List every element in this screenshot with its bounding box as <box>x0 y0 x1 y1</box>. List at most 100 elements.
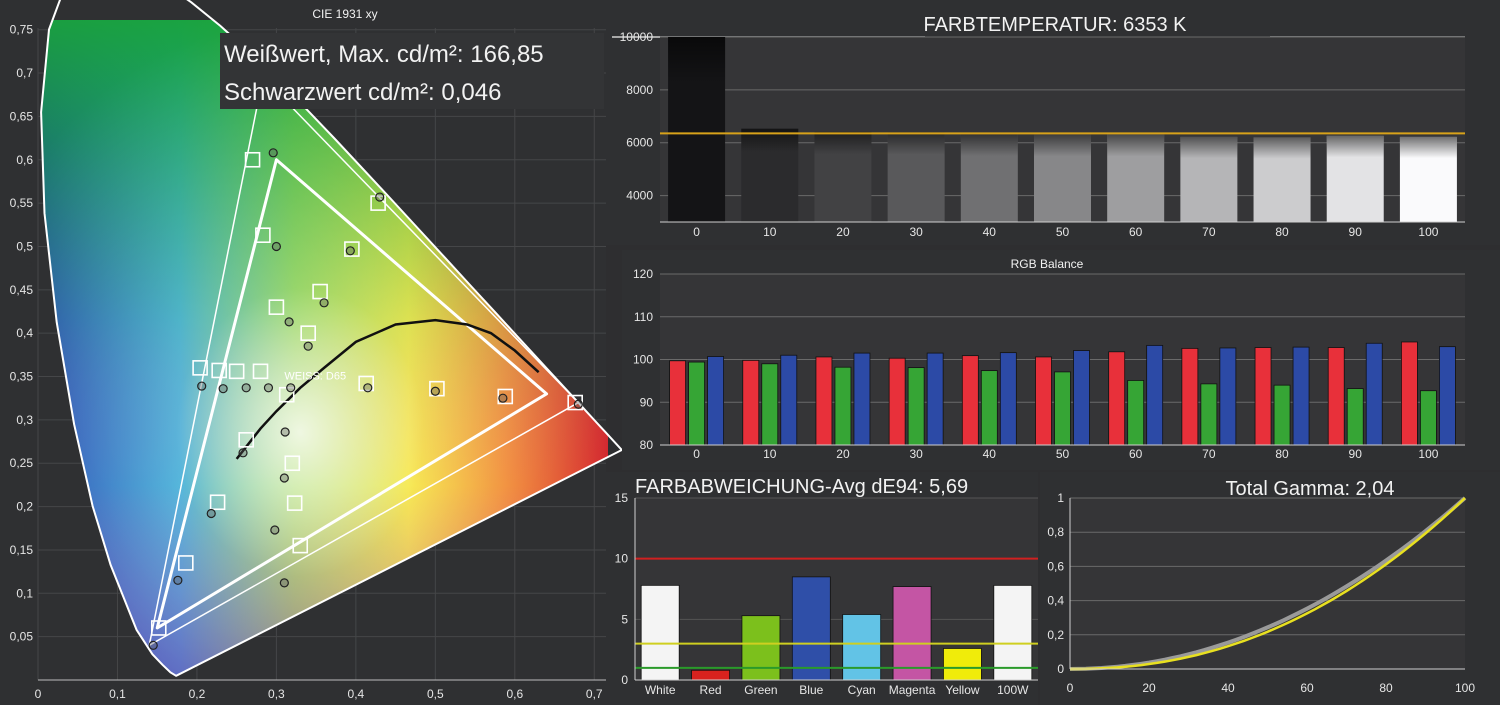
rgb-bar <box>1200 383 1218 446</box>
measured-point <box>268 148 278 158</box>
target-marker <box>228 363 245 380</box>
gamma-y-tick-label: 0,2 <box>1047 628 1064 642</box>
ct-y-tick-label: 6000 <box>626 136 653 150</box>
ct-x-tick-label: 70 <box>1202 225 1216 239</box>
rgb-bar <box>1254 347 1272 446</box>
rgb-bar <box>926 352 944 446</box>
gamma-y-tick-label: 1 <box>1057 491 1064 505</box>
target-marker <box>268 299 285 315</box>
measured-point <box>375 192 385 202</box>
color-temperature-panel: FARBTEMPERATUR: 6353 K 4000 6000 8000 10000… <box>606 0 1500 245</box>
planck-locus <box>235 318 540 460</box>
gamma-title: Total Gamma: 2,04 <box>1226 478 1395 500</box>
rgb-x-tick-label: 90 <box>1349 447 1363 461</box>
cie-x-tick-label: 0,4 <box>348 687 365 701</box>
rgb-y-tick-label: 80 <box>640 438 654 452</box>
de-bar <box>741 615 781 681</box>
de-bar <box>791 576 831 681</box>
target-marker <box>312 283 328 300</box>
cie-x-tick-label: 0 <box>35 687 42 701</box>
de-y-tick-label: 10 <box>615 552 629 566</box>
gamma-x-tick-label: 60 <box>1300 681 1314 695</box>
rgb-x-tick-label: 80 <box>1275 447 1289 461</box>
ct-y-tick-label: 8000 <box>626 83 653 97</box>
rgb-title: RGB Balance <box>1011 257 1084 271</box>
cie-x-tick-label: 0,3 <box>268 687 285 701</box>
rgb-bar <box>815 356 833 446</box>
cie-panel: CIE 1931 xy 0,05 0,1 0,15 0,2 0,25 0,3 0,35 0,4… <box>0 0 624 705</box>
cie-x-tick-label: 0,5 <box>427 687 444 701</box>
rgb-bar <box>669 360 686 446</box>
rgb-x-tick-label: 40 <box>983 447 997 461</box>
rgb-bar <box>907 367 925 446</box>
rgb-x-tick-label: 70 <box>1202 447 1216 461</box>
cie-y-tick-labels: 0,05 0,1 0,15 0,2 0,25 0,3 0,35 0,4 0,45 0,5 0,55 0… <box>10 23 34 644</box>
cie-x-tick-label: 0,7 <box>586 687 603 701</box>
target-marker <box>211 362 227 379</box>
ct-title: FARBTEMPERATUR: 6353 K <box>923 14 1187 36</box>
rgb-bar <box>834 366 852 446</box>
rgb-x-tick-label: 10 <box>763 447 777 461</box>
rgb-x-tick-label: 20 <box>836 447 850 461</box>
de-y-tick-label: 15 <box>615 491 629 505</box>
de-x-tick-label: Yellow <box>945 683 980 697</box>
measured-point <box>284 317 294 327</box>
de-bar <box>943 648 982 681</box>
gamma-panel: Total Gamma: 2,04 0 0,2 0,4 0,6 0,8 1 0 20 40 60 8… <box>1040 472 1500 705</box>
rgb-bar <box>1073 350 1090 446</box>
rgb-y-tick-label: 90 <box>640 395 654 409</box>
measured-point <box>286 383 296 393</box>
ct-bar-shade <box>814 131 872 222</box>
cie-y-tick-label: 0,35 <box>10 370 34 384</box>
measured-point <box>279 473 289 483</box>
rgb-bar <box>1420 390 1437 446</box>
cie-x-tick-label: 0,6 <box>506 687 523 701</box>
cie-y-tick-label: 0,45 <box>10 283 34 297</box>
rgb-bar <box>761 363 779 446</box>
rgb-bar <box>1273 384 1291 446</box>
rgb-y-tick-label: 100 <box>633 353 653 367</box>
rgb-bar <box>1346 388 1364 446</box>
rgb-bar <box>980 370 998 446</box>
ct-x-tick-label: 60 <box>1129 225 1143 239</box>
measured-point <box>173 575 183 585</box>
ct-y-tick-label: 10000 <box>620 30 654 44</box>
measured-point <box>197 381 207 391</box>
ct-bar-shade <box>1180 136 1238 222</box>
cie-y-tick-label: 0,75 <box>10 23 34 37</box>
cie-y-tick-label: 0,05 <box>10 630 34 644</box>
gamma-y-tick-label: 0,8 <box>1047 525 1064 539</box>
black-value-annotation: Schwarzwert cd/m²: 0,046 <box>224 79 501 106</box>
ct-x-tick-label: 10 <box>763 225 777 239</box>
rgb-bar <box>1035 356 1052 446</box>
de-x-tick-label: Green <box>744 683 777 697</box>
measured-point <box>430 386 440 396</box>
cie-y-tick-label: 0,15 <box>10 543 34 557</box>
gamma-x-tick-label: 80 <box>1379 681 1393 695</box>
cie-x-tick-label: 0,1 <box>109 687 126 701</box>
measured-point <box>279 578 289 588</box>
gamma-x-tick-label: 0 <box>1067 681 1074 695</box>
de-x-tick-label: Blue <box>799 683 823 697</box>
de-bar <box>993 584 1033 681</box>
de-y-tick-label: 0 <box>621 673 628 687</box>
rgb-bar <box>1219 347 1237 446</box>
cie-y-tick-label: 0,65 <box>10 109 34 123</box>
target-marker <box>178 555 194 571</box>
measured-point <box>263 383 274 393</box>
rgb-x-tick-label: 30 <box>909 447 923 461</box>
target-marker <box>497 388 514 405</box>
cie-y-tick-label: 0,2 <box>16 500 33 514</box>
rgb-bar <box>1054 371 1071 446</box>
target-marker <box>429 380 445 397</box>
rgb-balance-panel: RGB Balance 80 90 100 110 120 0 10 20 30 40 50 60 70… <box>622 250 1500 470</box>
gamma-chart: 0 0,2 0,4 0,6 0,8 1 0 20 40 60 80 100 <box>1047 491 1475 695</box>
target-marker <box>192 360 208 376</box>
de-x-tick-label: White <box>645 683 676 697</box>
rgb-bar <box>999 352 1017 446</box>
target-marker <box>238 432 255 448</box>
target-marker <box>300 325 316 341</box>
measured-point <box>148 640 158 650</box>
de-y-tick-label: 5 <box>621 612 628 626</box>
